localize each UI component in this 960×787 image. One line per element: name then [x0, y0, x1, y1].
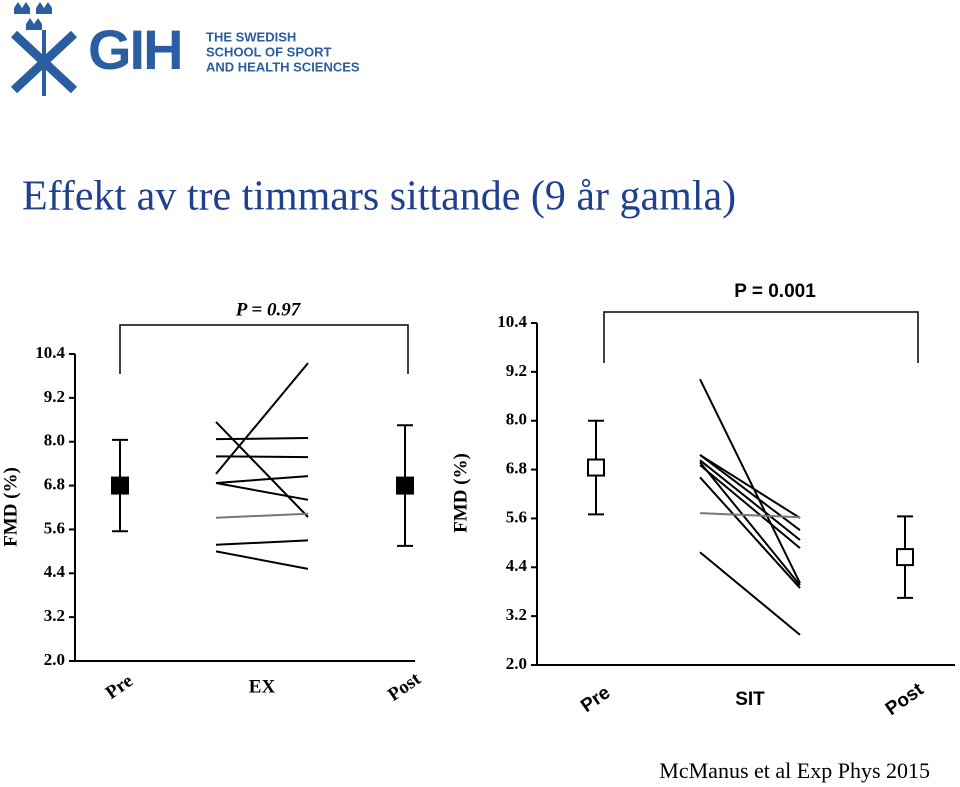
subject-line [215, 550, 309, 570]
y-tick-label: 5.6 [44, 518, 65, 537]
x-tick-label: EX [249, 676, 276, 697]
subject-line [699, 454, 801, 519]
subject-line [699, 512, 801, 519]
significance-bracket [603, 311, 919, 363]
logo-line: AND HEALTH SCIENCES [206, 59, 360, 74]
slide-title: Effekt av tre timmars sittande (9 år gam… [22, 174, 736, 220]
subject-line [699, 459, 801, 541]
x-tick-label: Post [882, 679, 928, 720]
x-tick-label: Pre [102, 670, 137, 703]
subject-line [215, 421, 309, 518]
mean-marker [111, 476, 129, 495]
x-tick-label: SIT [735, 689, 765, 710]
subject-line [699, 461, 801, 586]
mean-marker [587, 458, 605, 477]
subject-line [699, 476, 801, 589]
y-tick-label: 6.8 [44, 474, 65, 493]
mean-marker [396, 476, 414, 495]
y-tick-label: 8.0 [506, 410, 527, 429]
logo-line: THE SWEDISH [206, 29, 296, 44]
y-tick-label: 2.0 [44, 650, 65, 669]
y-tick-label: 5.6 [506, 507, 527, 526]
subject-line [699, 454, 801, 532]
y-tick-label: 3.2 [44, 606, 65, 625]
y-tick-label: 4.4 [44, 562, 66, 581]
logo-line: SCHOOL OF SPORT [206, 44, 331, 59]
subject-line [699, 464, 801, 549]
y-tick-label: 4.4 [506, 556, 528, 575]
subject-line [215, 455, 309, 459]
y-tick-label: 3.2 [506, 605, 527, 624]
significance-bracket [119, 324, 409, 374]
subject-line [215, 482, 309, 501]
subject-line [699, 378, 801, 584]
y-tick-label: 6.8 [506, 458, 527, 477]
p-value: P = 0.001 [734, 281, 816, 302]
y-axis-label: FMD (%) [0, 467, 21, 547]
subject-line [215, 437, 309, 441]
x-tick-label: Post [384, 668, 425, 706]
subject-line [215, 512, 309, 519]
x-tick-label: Pre [577, 682, 614, 717]
logo-emblem [10, 2, 78, 96]
citation: McManus et al Exp Phys 2015 [659, 758, 930, 783]
y-tick-label: 2.0 [506, 654, 527, 673]
mean-marker [896, 548, 914, 567]
y-tick-label: 8.0 [44, 431, 65, 450]
subject-line [215, 362, 309, 475]
subject-line [215, 475, 309, 485]
y-tick-label: 10.4 [497, 312, 527, 331]
subject-line [699, 551, 801, 636]
y-tick-label: 10.4 [35, 343, 65, 362]
p-value: P = 0.97 [235, 299, 302, 320]
logo-text: GIH [88, 18, 182, 81]
subject-line [215, 539, 309, 546]
y-axis-label: FMD (%) [450, 453, 471, 533]
y-tick-label: 9.2 [44, 387, 65, 406]
y-tick-label: 9.2 [506, 361, 527, 380]
